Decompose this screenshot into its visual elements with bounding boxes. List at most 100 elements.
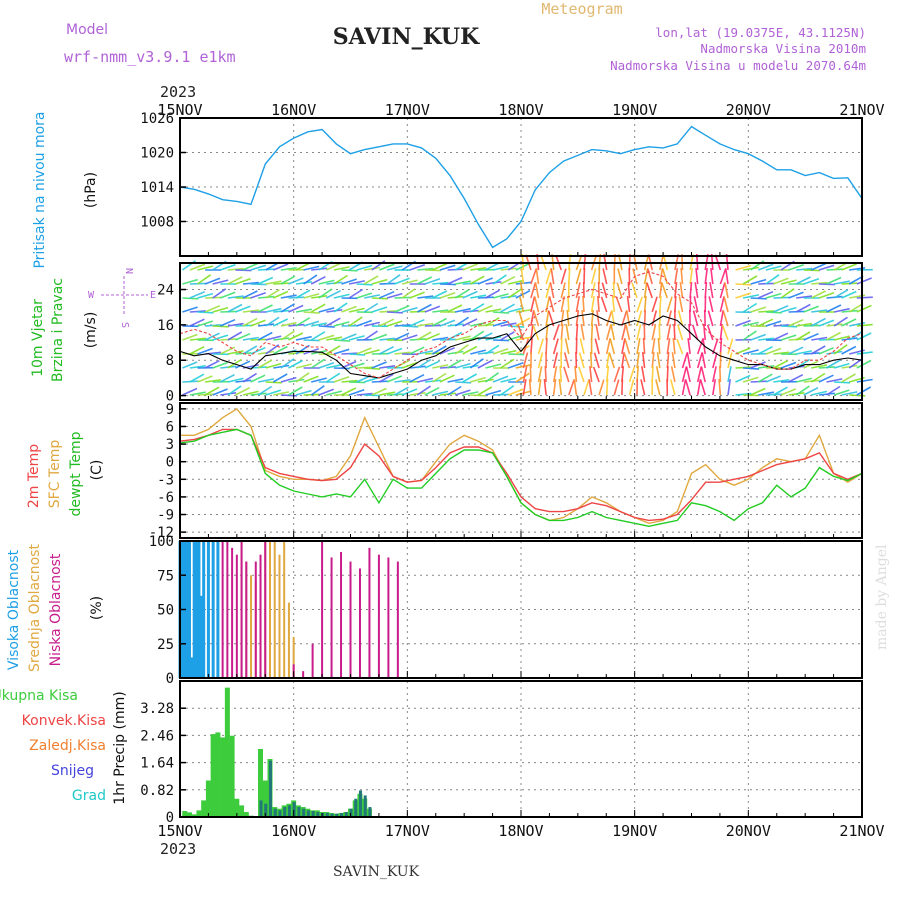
wind-arrow xyxy=(631,282,638,299)
wind-arrow xyxy=(227,276,243,285)
wind-arrow xyxy=(250,292,266,299)
wind-arrow xyxy=(318,362,335,369)
wind-arrow xyxy=(596,310,600,327)
wind-arrow xyxy=(363,302,379,313)
wind-arrow xyxy=(212,361,228,369)
wind-arrow xyxy=(673,323,676,341)
wind-arrow xyxy=(537,379,542,396)
wind-arrow xyxy=(386,292,403,299)
wind-arrow xyxy=(303,274,318,285)
wind-arrow xyxy=(401,288,416,299)
legend-snow: Snijeg xyxy=(51,763,94,779)
wind-arrow xyxy=(848,275,864,285)
wind-arrow xyxy=(575,282,581,299)
top-date-label: 18NOV xyxy=(498,101,543,119)
panel-frames xyxy=(179,117,863,818)
wind-arrow xyxy=(742,330,757,341)
cloud-bar xyxy=(216,541,220,678)
wind-arrow xyxy=(311,322,328,327)
wind-arrow xyxy=(706,324,714,341)
wind-arrow xyxy=(219,373,235,383)
wind-arrow xyxy=(700,366,706,383)
precip-total-bar xyxy=(234,798,240,817)
precip-ytick-label: 1.64 xyxy=(140,756,174,772)
wind-arrow xyxy=(811,336,828,341)
legend-frozen: Zaledj.Kisa xyxy=(29,738,106,754)
wind-arrow xyxy=(617,268,623,285)
wind-arrow xyxy=(348,288,364,299)
cloud-label-low: Niska Oblacnost xyxy=(48,553,64,666)
wind-arrow xyxy=(485,308,502,313)
wind-arrow xyxy=(643,268,649,285)
wind-arrow xyxy=(265,289,280,299)
wind-arrow xyxy=(212,334,229,341)
wind-arrow xyxy=(416,303,432,313)
wind-arrow xyxy=(432,290,448,299)
wind-arrow xyxy=(235,360,251,369)
wind-arrow xyxy=(318,288,333,299)
wind-arrow xyxy=(250,319,266,327)
wind-arrow xyxy=(676,338,684,355)
cloud-bar xyxy=(273,541,276,678)
cloud-bar xyxy=(226,541,229,678)
wind-arrow xyxy=(439,264,456,271)
precip-snow-bar xyxy=(297,807,301,817)
wind-arrow xyxy=(272,373,288,383)
precip-total-bar xyxy=(205,780,211,817)
wind-arrow xyxy=(197,292,214,299)
cloud-ytick-label: 25 xyxy=(157,637,174,653)
wind-arrow xyxy=(773,359,789,369)
pressure-ytick-label: 1026 xyxy=(140,111,174,127)
wind-arrow xyxy=(379,263,395,271)
wind-arrow xyxy=(656,352,661,369)
wind-arrow xyxy=(674,268,679,285)
wind-arrow xyxy=(454,344,469,355)
wind-arrow xyxy=(273,364,290,369)
bottom-date-label: 20NOV xyxy=(726,822,771,840)
wind-arrow xyxy=(432,390,449,396)
wind-arrow xyxy=(545,310,550,327)
precip-ytick-label: 2.46 xyxy=(140,728,174,744)
wind-arrow xyxy=(651,310,658,327)
wind-arrow xyxy=(197,265,214,271)
wind-arrow xyxy=(592,366,600,383)
wind-arrow xyxy=(773,351,790,355)
wind-arrow xyxy=(477,359,493,369)
wind-arrow xyxy=(424,305,441,313)
wind-arrow xyxy=(765,347,782,355)
precip-snow-bar xyxy=(316,812,320,817)
wind-arrow xyxy=(492,274,507,285)
wind-arrow xyxy=(417,295,434,299)
top-date-label: 20NOV xyxy=(726,101,771,119)
cloud-bar xyxy=(197,541,201,678)
wind-arrow xyxy=(552,379,557,396)
wind-arrow xyxy=(394,304,410,313)
wind-arrow xyxy=(257,331,273,341)
cloud-bar xyxy=(340,551,343,678)
wind-arrow xyxy=(477,386,493,396)
wind-arrow xyxy=(519,282,525,299)
wind-arrow xyxy=(371,361,387,369)
wind-arrow xyxy=(600,296,608,313)
wind-arrow xyxy=(658,323,661,341)
pressure-ytick-label: 1014 xyxy=(140,180,174,196)
cloud-bar xyxy=(283,541,286,678)
wind-arrow xyxy=(477,378,494,383)
wind-arrow xyxy=(242,390,259,396)
wind-arrow xyxy=(182,361,198,369)
footer-station: SAVIN_KUK xyxy=(333,864,420,880)
wind-ytick-label: 8 xyxy=(166,353,174,369)
wind-arrow xyxy=(758,391,775,396)
wind-arrow xyxy=(589,366,593,383)
wind-arrow xyxy=(616,282,623,299)
temp-ytick-label: 9 xyxy=(166,402,174,418)
legend-total: Ukupna Kisa xyxy=(0,688,78,704)
wind-arrow xyxy=(719,296,725,313)
wind-arrow xyxy=(394,379,411,383)
model-elevation-text: Nadmorska Visina u modelu 2070.64m xyxy=(610,58,866,73)
wind-arrow xyxy=(841,263,857,271)
wind-arrow xyxy=(507,307,524,313)
wind-arrow xyxy=(605,378,609,396)
wind-arrow xyxy=(625,324,631,341)
wind-arrow xyxy=(401,306,418,313)
